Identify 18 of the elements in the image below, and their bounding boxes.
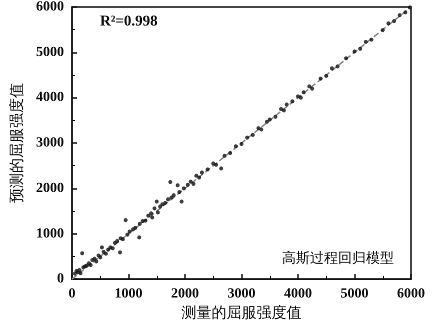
y-tick-label: 3000: [36, 136, 64, 151]
x-tick-label: 3000: [228, 286, 256, 302]
x-tick-label: 4000: [284, 286, 312, 302]
x-tick-label: 2000: [171, 286, 199, 302]
y-tick-label: 5000: [36, 44, 64, 60]
x-tick-label: 1000: [114, 286, 142, 302]
annotation: 高斯过程回归模型: [282, 250, 394, 266]
y-tick-label: 1000: [36, 226, 64, 242]
y-axis-title: 预测的屈服强度值: [8, 83, 26, 204]
y-tick-label: 6000: [36, 0, 64, 14]
x-tick-label: 0: [68, 286, 76, 302]
y-tick-label: 2000: [36, 180, 64, 196]
x-tick-label: 5000: [340, 286, 368, 302]
x-tick-label: 6000: [397, 286, 425, 302]
y-tick-label: 0: [57, 272, 64, 287]
annotation: R²=0.998: [100, 14, 158, 30]
y-tick-label: 4000: [36, 90, 64, 106]
x-axis-title: 测量的屈服强度值: [182, 304, 302, 322]
